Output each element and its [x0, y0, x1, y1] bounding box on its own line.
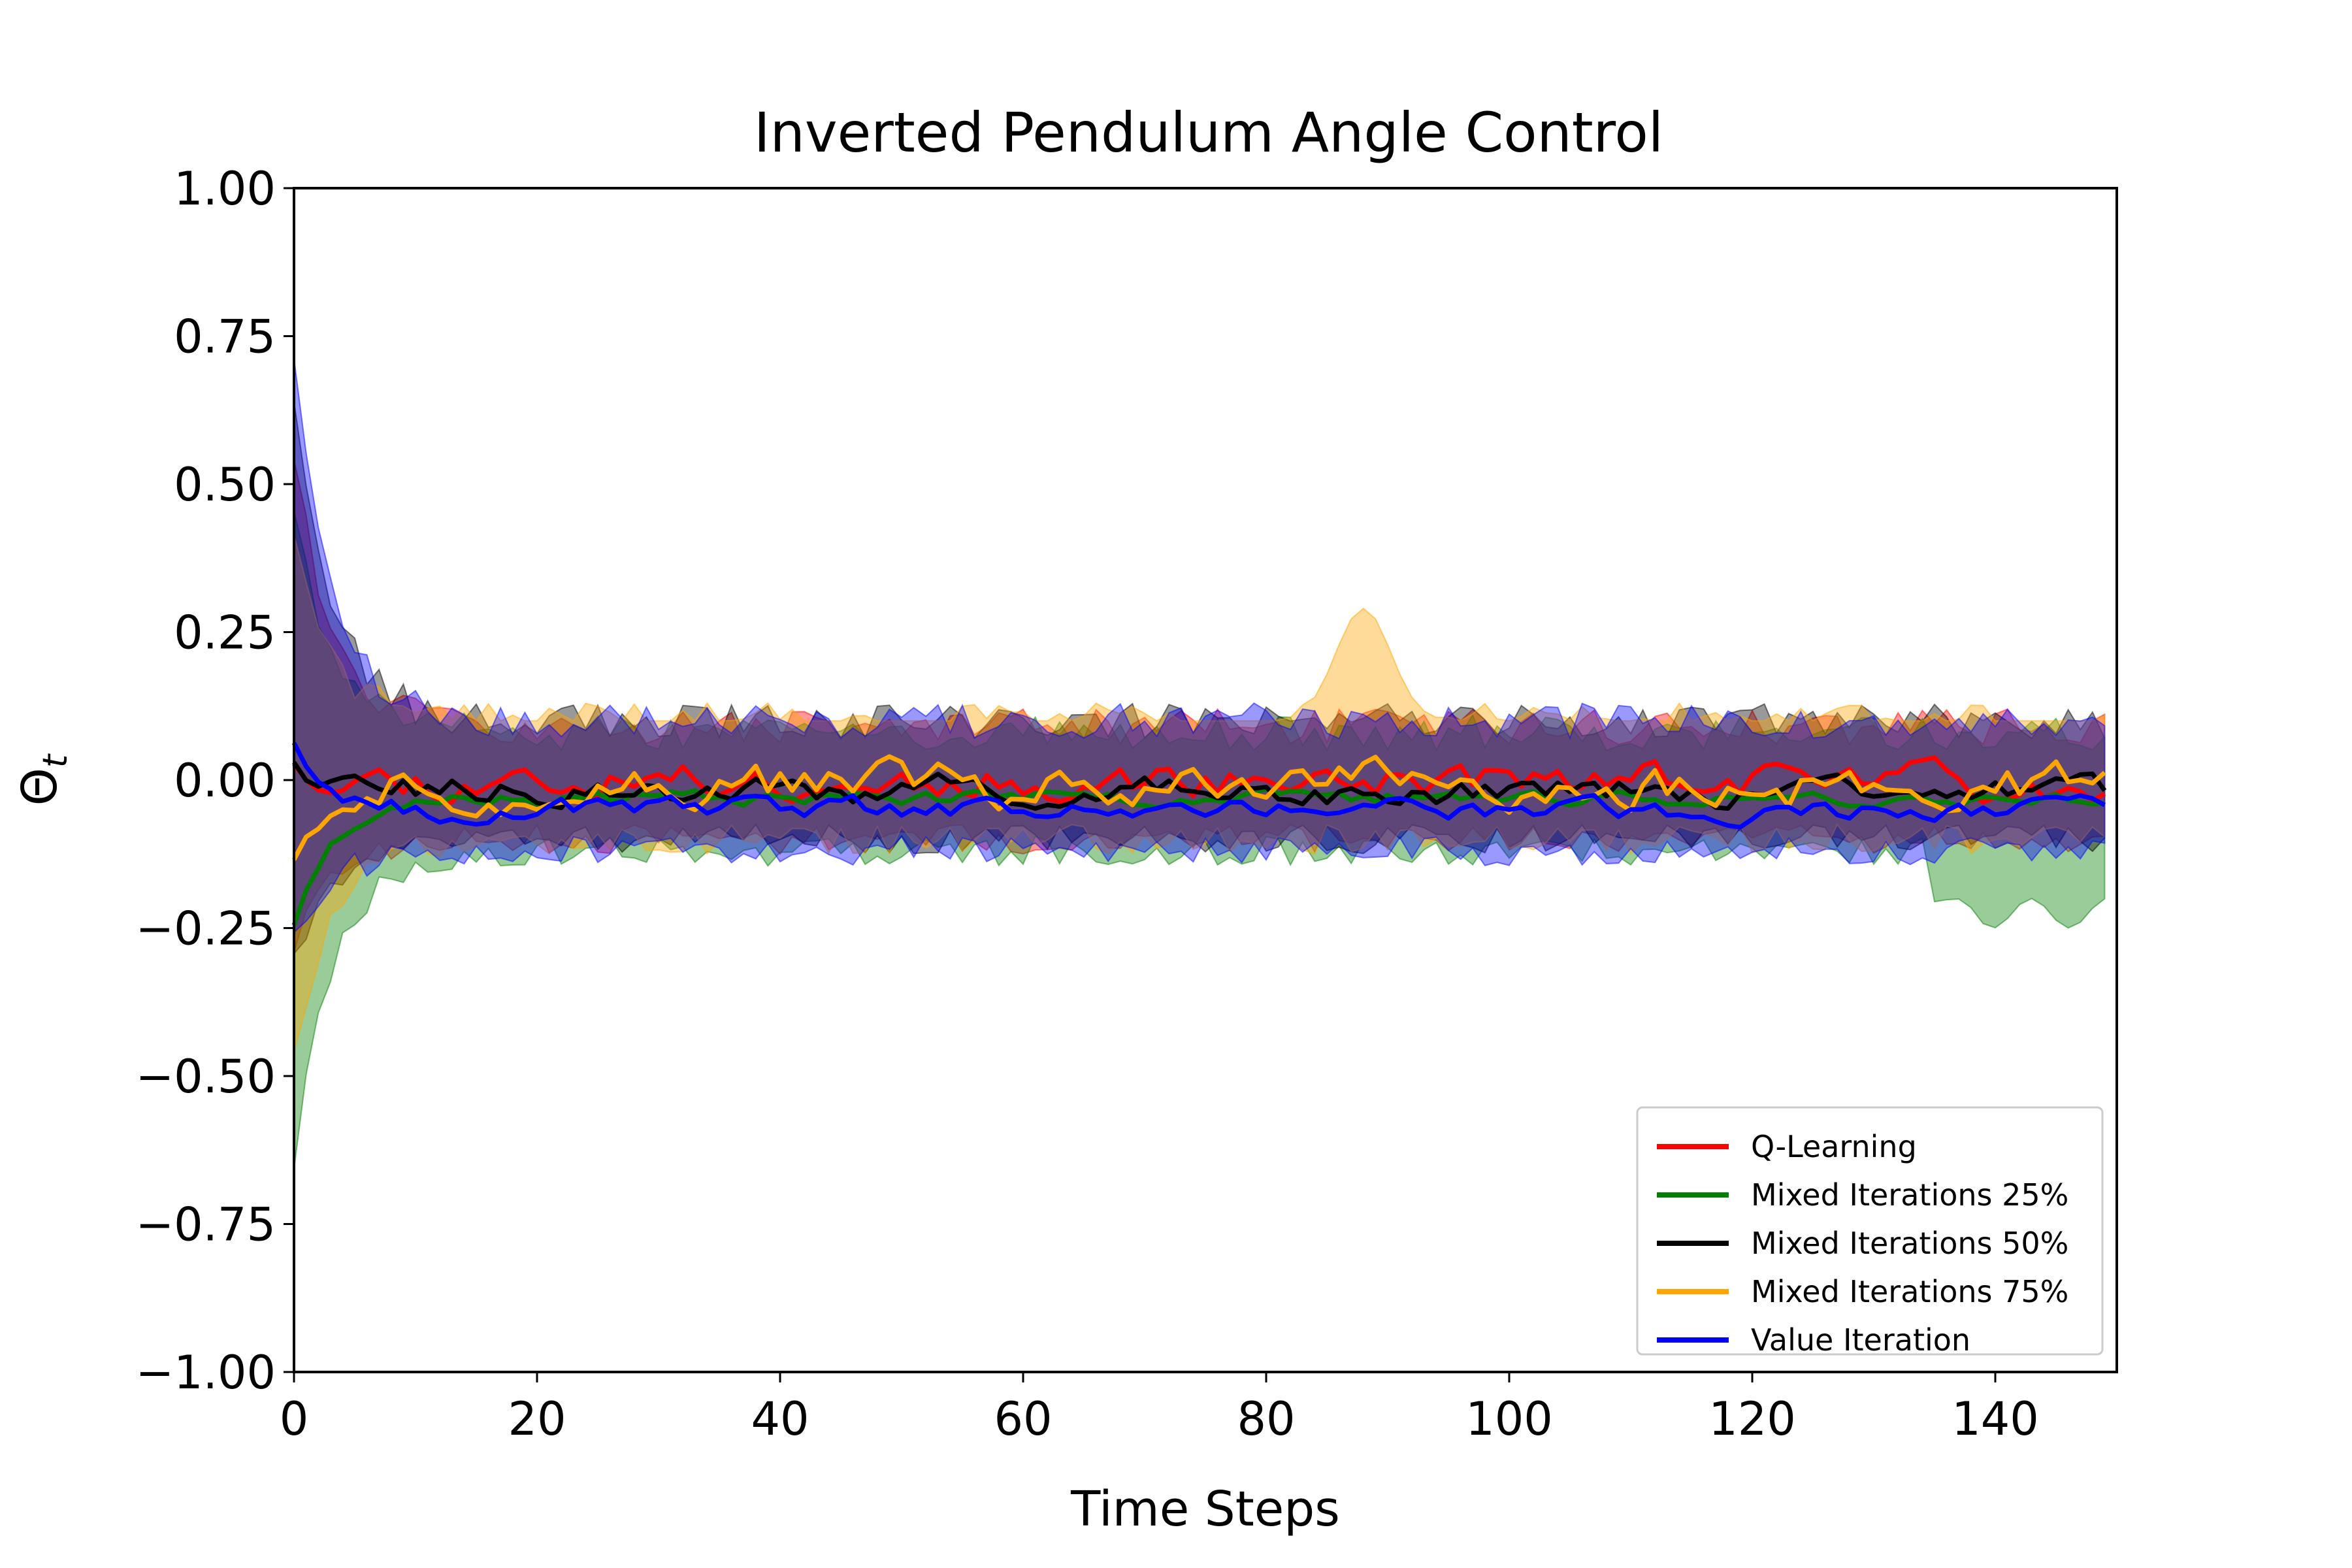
series-line-4 — [291, 742, 2106, 830]
confidence-band-1 — [293, 511, 2106, 1169]
y-axis-label: Θt — [12, 753, 75, 806]
y-axis-ticks: 1.00 0.75 0.50 0.25 0.00 −0.25 −0.50 −0.75 −1.00 — [135, 162, 294, 1399]
x-tick-label: 0 — [280, 1392, 309, 1446]
x-axis-ticks: 0 20 40 60 80 100 120 140 — [280, 1372, 2039, 1446]
legend-label: Mixed Iterations 25% — [1751, 1177, 2068, 1213]
x-tick-label: 60 — [994, 1392, 1052, 1446]
x-tick-label: 80 — [1237, 1392, 1295, 1446]
series-line-1 — [291, 787, 2105, 926]
x-tick-label: 120 — [1708, 1392, 1796, 1446]
legend-label: Mixed Iterations 50% — [1751, 1226, 2068, 1261]
confidence-band-2 — [293, 401, 2106, 956]
y-tick-label: −1.00 — [135, 1346, 276, 1399]
y-tick-label: −0.75 — [135, 1198, 276, 1252]
x-tick-label: 140 — [1952, 1392, 2039, 1446]
y-tick-label: 0.50 — [174, 458, 276, 512]
legend-label: Value Iteration — [1751, 1322, 1970, 1358]
chart-title: Inverted Pendulum Angle Control — [754, 101, 1663, 165]
legend: Q-Learning Mixed Iterations 25% Mixed Iter… — [1636, 1106, 2104, 1358]
series-line-3 — [291, 754, 2106, 861]
confidence-bands — [293, 359, 2106, 1169]
confidence-band-0 — [293, 459, 2106, 953]
y-axis-label-main: Θ — [12, 768, 68, 806]
legend-label: Q-Learning — [1751, 1129, 1917, 1164]
y-tick-label: 0.00 — [174, 754, 276, 808]
legend-label: Mixed Iterations 75% — [1751, 1274, 2068, 1309]
y-tick-label: 0.75 — [174, 310, 276, 364]
series-lines — [291, 742, 2107, 926]
x-tick-label: 40 — [751, 1392, 809, 1446]
y-tick-label: 1.00 — [174, 162, 276, 216]
x-tick-label: 100 — [1465, 1392, 1553, 1446]
confidence-band-4 — [293, 359, 2106, 934]
svg-text:Θt: Θt — [12, 753, 75, 806]
y-tick-label: 0.25 — [174, 606, 276, 660]
legend-box — [1636, 1106, 2104, 1356]
y-axis-label-sub: t — [36, 753, 75, 768]
x-tick-label: 20 — [508, 1392, 566, 1446]
x-axis-label: Time Steps — [1070, 1481, 1340, 1537]
y-tick-label: −0.50 — [135, 1050, 276, 1103]
y-tick-label: −0.25 — [135, 902, 276, 956]
